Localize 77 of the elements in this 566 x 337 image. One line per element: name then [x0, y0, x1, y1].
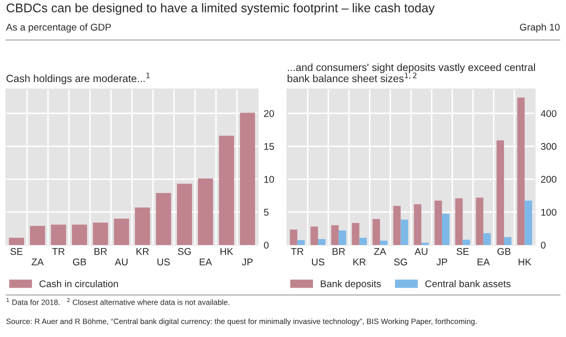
bar [297, 240, 305, 245]
y-tick-label: 0 [264, 242, 269, 249]
bar [134, 207, 150, 245]
bar [176, 184, 192, 245]
bar [414, 204, 422, 245]
x-tick-label: SG [394, 258, 407, 266]
bar [380, 240, 388, 245]
bar [156, 193, 172, 245]
legend-label: Central bank assets [425, 280, 510, 288]
legend-label: Cash in circulation [40, 280, 118, 288]
bar [240, 112, 256, 245]
x-tick-label: SE [456, 248, 469, 255]
x-tick-label: JP [242, 258, 253, 266]
x-tick-label: EA [200, 258, 212, 266]
bar [462, 240, 470, 245]
x-tick-label: US [157, 258, 170, 266]
text: As a percentage of GDP [6, 23, 111, 33]
x-tick-label: BR [332, 248, 345, 255]
x-tick-label: SE [10, 248, 23, 255]
y-tick-label: 400 [540, 110, 556, 117]
bar [331, 225, 339, 245]
x-tick-label: TR [291, 248, 304, 255]
legend-label: Bank deposits [320, 280, 381, 290]
x-tick-label: GB [497, 248, 511, 255]
bar [290, 230, 298, 245]
bar [50, 224, 66, 245]
bar [393, 206, 401, 245]
y-tick-label: 200 [541, 176, 556, 183]
y-tick-label: 100 [541, 208, 556, 216]
x-tick-label: ZA [32, 258, 44, 266]
chart-title: Cash holdings are moderate...$^{1}$ [6, 72, 150, 84]
x-tick-label: ZA [374, 248, 386, 255]
x-tick-label: AU [414, 248, 428, 255]
x-tick-label: AU [114, 258, 128, 266]
bar [504, 237, 512, 245]
x-tick-label: SG [178, 248, 191, 255]
x-tick-label: EA [478, 258, 490, 266]
bar [455, 198, 463, 245]
x-tick-label: BR [94, 248, 107, 255]
bar [476, 198, 484, 245]
bar [517, 98, 525, 245]
bar [30, 226, 46, 245]
bar [442, 214, 450, 245]
bar [218, 136, 234, 245]
y-tick-label: 10 [264, 176, 274, 183]
bar [434, 200, 442, 245]
y-tick-label: 15 [264, 143, 274, 150]
x-tick-label: JP [436, 258, 448, 266]
chart-title: ...and consumers' sight deposits vastly exceed central bank balance sheet sizes$^{1,2}$ [288, 63, 535, 82]
x-tick-label: US [312, 258, 324, 266]
y-tick-label: 0 [540, 242, 546, 249]
bar [483, 233, 491, 245]
caption: Graph 10 [520, 23, 560, 33]
bar [8, 238, 24, 245]
bar [524, 200, 532, 245]
x-tick-label: HK [518, 258, 532, 266]
bar [352, 222, 360, 245]
y-tick-label: 20 [264, 110, 274, 117]
y-tick-label: 5 [264, 208, 269, 216]
bar [359, 238, 367, 245]
bar [338, 230, 346, 245]
y-tick-label: 300 [540, 143, 556, 150]
text: CBDCs can be designed to have a limited systemic footprint – like cash today [6, 3, 435, 15]
x-tick-label: TR [52, 248, 65, 255]
x-tick-label: KR [136, 248, 149, 255]
bar [198, 178, 214, 245]
bar [318, 239, 326, 245]
bar [72, 224, 88, 245]
bar [400, 220, 408, 245]
bar [92, 222, 108, 245]
x-tick-label: HK [220, 248, 234, 255]
bar [372, 219, 380, 245]
bar [114, 218, 130, 245]
x-tick-label: GB [72, 258, 86, 266]
bar [496, 140, 504, 245]
bar [310, 226, 318, 245]
x-tick-label: KR [353, 258, 366, 266]
